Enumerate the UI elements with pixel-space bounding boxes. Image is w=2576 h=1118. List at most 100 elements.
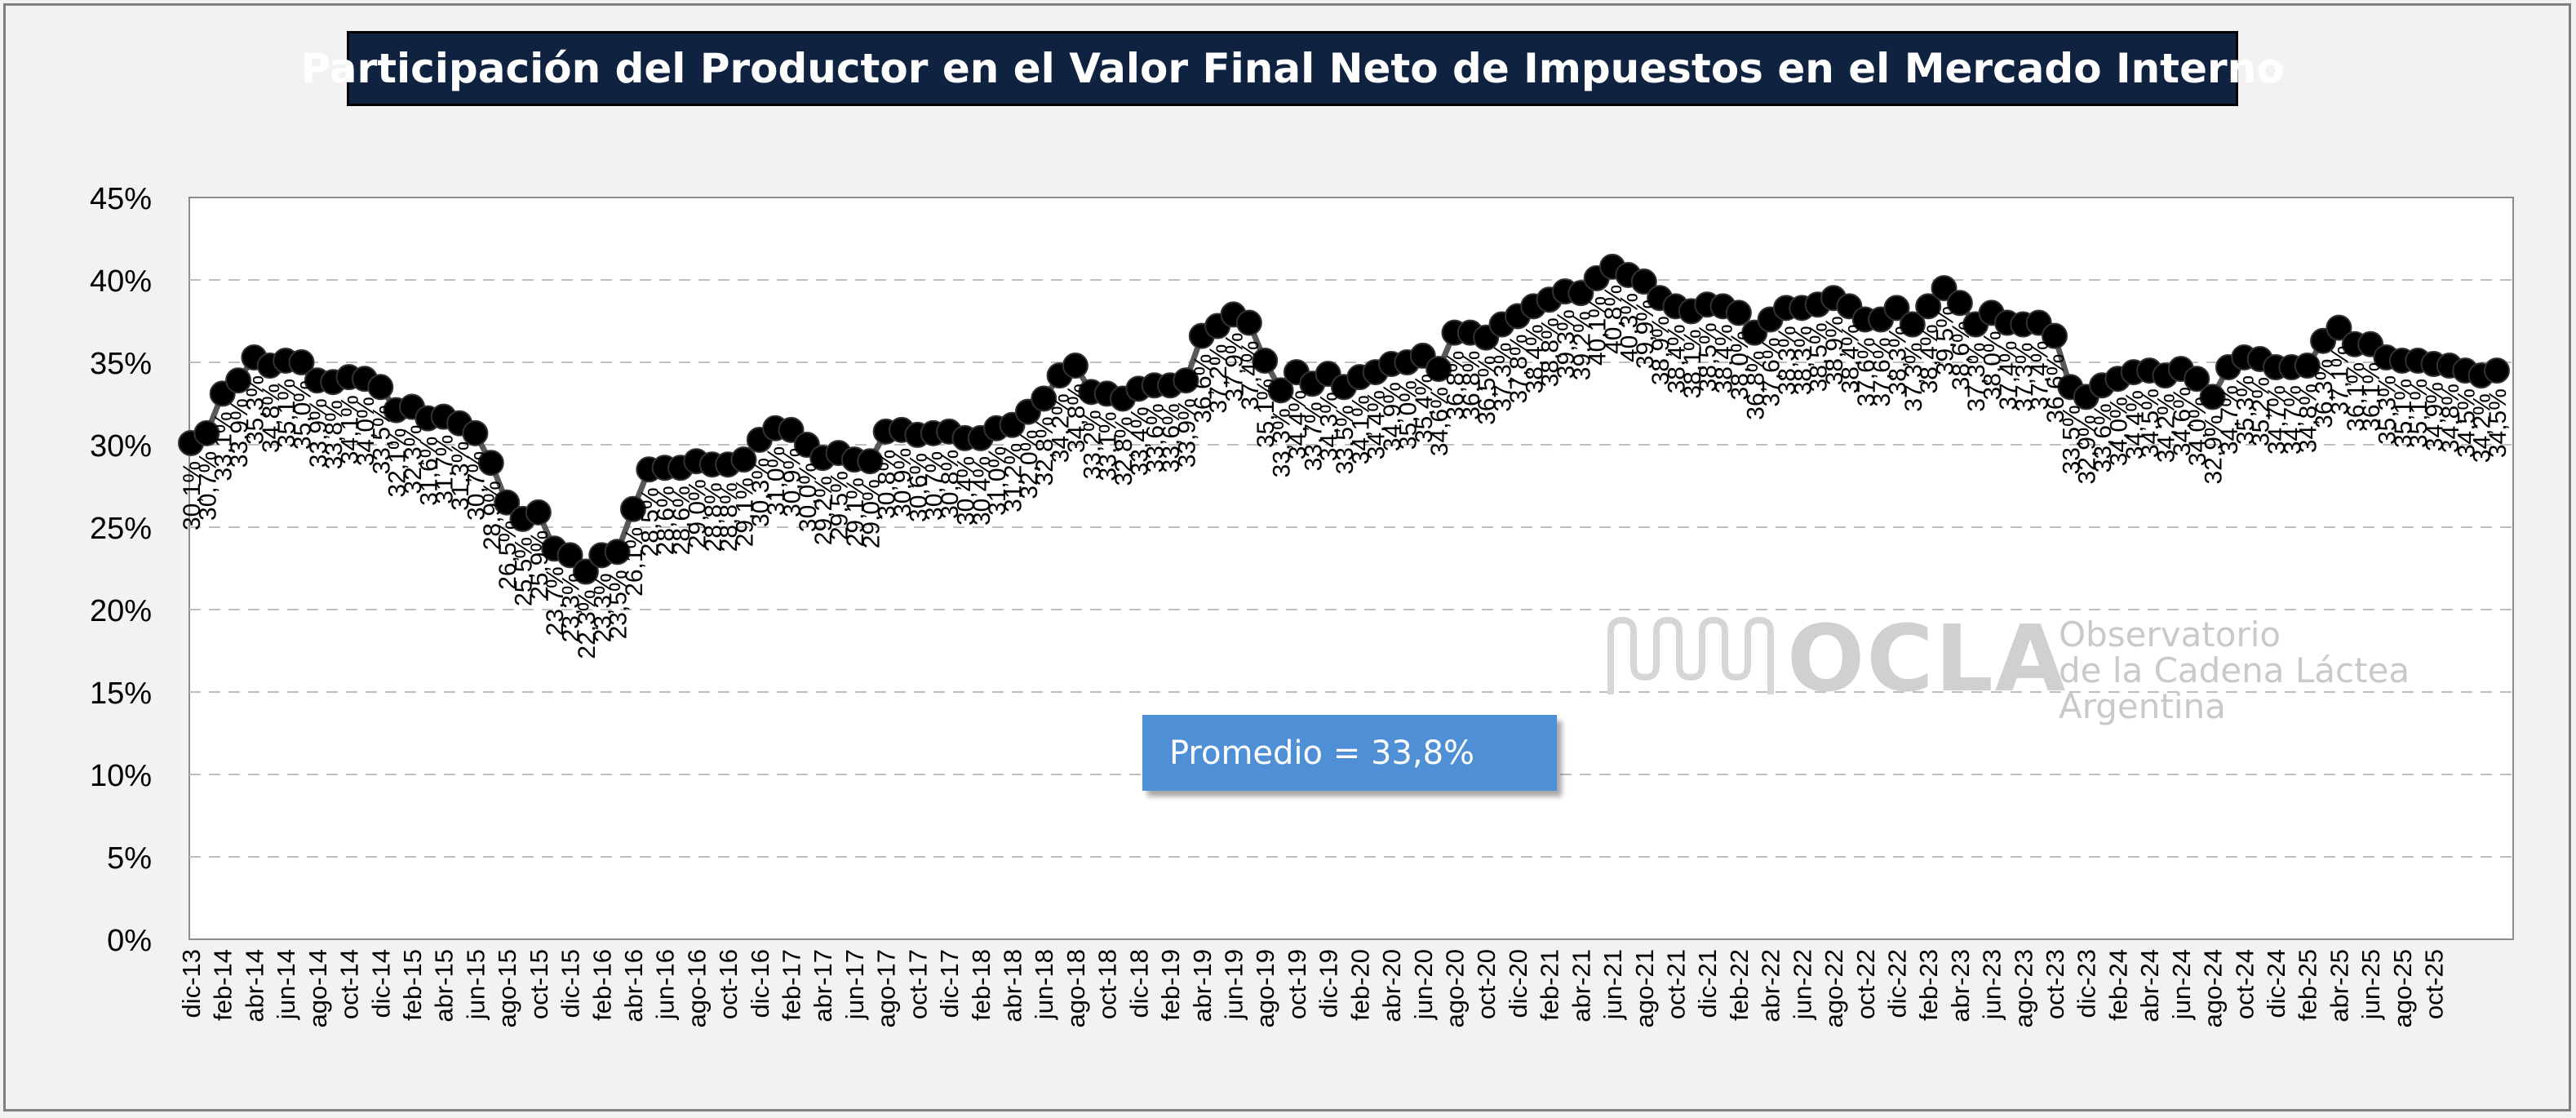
x-tick-label: feb-21 xyxy=(1536,949,1564,1021)
x-tick-label: jun-17 xyxy=(840,949,869,1020)
data-label: 34,4% xyxy=(2122,390,2148,459)
x-tick-label: oct-25 xyxy=(2420,949,2449,1019)
x-tick-label: jun-16 xyxy=(651,949,680,1020)
data-label: 29,0% xyxy=(858,479,885,548)
x-tick-label: abr-16 xyxy=(619,949,648,1023)
data-label: 34,8% xyxy=(258,384,285,453)
data-label: 29,0% xyxy=(684,479,711,548)
data-label: 39,5% xyxy=(1932,306,1959,375)
data-label: 33,9% xyxy=(305,398,332,468)
x-tick-label: dic-24 xyxy=(2262,949,2290,1018)
x-tick-label: dic-21 xyxy=(1693,949,1722,1018)
data-label: 35,1% xyxy=(2390,379,2417,448)
data-label: 37,2% xyxy=(1205,344,1232,414)
x-tick-label: feb-24 xyxy=(2104,949,2132,1021)
data-label: 38,9% xyxy=(1821,316,1848,385)
x-tick-label: feb-16 xyxy=(587,949,616,1021)
data-point xyxy=(1946,290,1973,317)
data-label: 38,1% xyxy=(1679,329,1706,398)
x-tick-label: jun-15 xyxy=(461,949,490,1020)
data-label: 23,5% xyxy=(605,570,632,639)
data-label: 34,0% xyxy=(2105,397,2132,466)
x-tick-label: ago-22 xyxy=(1820,949,1848,1028)
data-label: 33,2% xyxy=(1079,410,1106,479)
x-tick-label: oct-21 xyxy=(1661,949,1690,1019)
data-label: 30,7% xyxy=(921,451,948,521)
data-label: 23,3% xyxy=(589,573,616,642)
data-label: 30,4% xyxy=(952,456,979,526)
data-label: 37,4% xyxy=(2027,341,2054,410)
x-tick-label: feb-25 xyxy=(2294,949,2322,1021)
data-label: 29,1% xyxy=(842,477,869,547)
data-point xyxy=(2484,357,2510,384)
data-point xyxy=(1725,299,1752,326)
x-tick-label: feb-17 xyxy=(778,949,806,1021)
data-point xyxy=(193,419,220,446)
x-tick-label: jun-20 xyxy=(1409,949,1438,1020)
data-point xyxy=(288,349,315,375)
data-label: 31,6% xyxy=(415,437,442,506)
logo-line-1: Observatorio xyxy=(2059,614,2281,654)
x-tick-label: oct-19 xyxy=(1283,949,1311,1019)
data-label: 34,8% xyxy=(2295,384,2322,453)
chart-title-box: Participación del Productor en el Valor … xyxy=(300,31,2285,106)
data-label: 38,4% xyxy=(1711,324,1738,393)
data-point xyxy=(225,367,252,394)
data-label: 28,5% xyxy=(636,487,663,557)
data-label: 38,5% xyxy=(1695,322,1722,392)
x-tick-label: abr-19 xyxy=(1188,949,1217,1023)
data-point xyxy=(1425,356,1452,383)
data-point xyxy=(2199,384,2226,410)
data-label: 30,8% xyxy=(874,450,901,519)
y-tick-label: 45% xyxy=(90,182,152,216)
y-tick-label: 0% xyxy=(107,924,152,958)
x-tick-label: abr-17 xyxy=(809,949,837,1023)
data-label: 30,0% xyxy=(795,463,822,532)
data-label: 36,8% xyxy=(1742,351,1769,420)
data-point xyxy=(619,495,646,522)
data-point xyxy=(1173,367,1199,394)
data-label: 34,4% xyxy=(1363,390,1390,459)
data-label: 40,8% xyxy=(1600,285,1627,354)
data-label: 31,0% xyxy=(763,446,790,516)
data-label: 34,2% xyxy=(2469,393,2496,463)
data-point xyxy=(462,419,489,446)
data-label: 28,8% xyxy=(716,482,743,552)
data-label: 34,8% xyxy=(1063,384,1090,453)
data-label: 34,2% xyxy=(2153,393,2180,463)
data-label: 38,0% xyxy=(1727,331,1754,400)
data-label: 37,3% xyxy=(2011,343,2037,412)
data-label: 31,0% xyxy=(984,446,1011,516)
data-label: 33,3% xyxy=(1269,408,1296,477)
data-label: 37,3% xyxy=(1963,343,1990,412)
data-label: 38,6% xyxy=(1948,321,1975,390)
data-label: 35,3% xyxy=(2374,375,2401,445)
y-tick-label: 25% xyxy=(90,512,152,546)
data-label: 30,9% xyxy=(779,448,806,517)
data-point xyxy=(1235,309,1262,336)
data-label: 34,0% xyxy=(352,397,379,466)
x-tick-label: jun-22 xyxy=(1788,949,1816,1020)
logo-wordmark: OCLA xyxy=(1787,606,2068,712)
data-label: 37,8% xyxy=(1505,334,1532,403)
data-label: 25,9% xyxy=(526,530,553,600)
data-point xyxy=(2184,366,2210,393)
x-tick-label: ago-20 xyxy=(1440,949,1469,1028)
data-label: 34,6% xyxy=(2169,387,2196,456)
data-point xyxy=(1062,353,1088,379)
x-tick-label: oct-23 xyxy=(2041,949,2069,1019)
x-tick-label: abr-18 xyxy=(999,949,1027,1023)
x-tick-label: oct-15 xyxy=(525,949,553,1019)
logo-line-2: de la Cadena Láctea xyxy=(2059,650,2410,690)
data-label: 28,9% xyxy=(479,481,506,550)
data-label: 39,3% xyxy=(1553,309,1580,379)
data-label: 31,2% xyxy=(1000,443,1027,512)
data-label: 33,6% xyxy=(1142,403,1169,472)
data-label: 34,5% xyxy=(2485,388,2512,458)
data-label: 30,1% xyxy=(179,461,206,530)
x-tick-label: ago-17 xyxy=(872,949,901,1028)
data-label: 30,7% xyxy=(463,451,490,521)
data-label: 32,0% xyxy=(1016,430,1043,499)
data-label: 28,6% xyxy=(653,486,680,555)
